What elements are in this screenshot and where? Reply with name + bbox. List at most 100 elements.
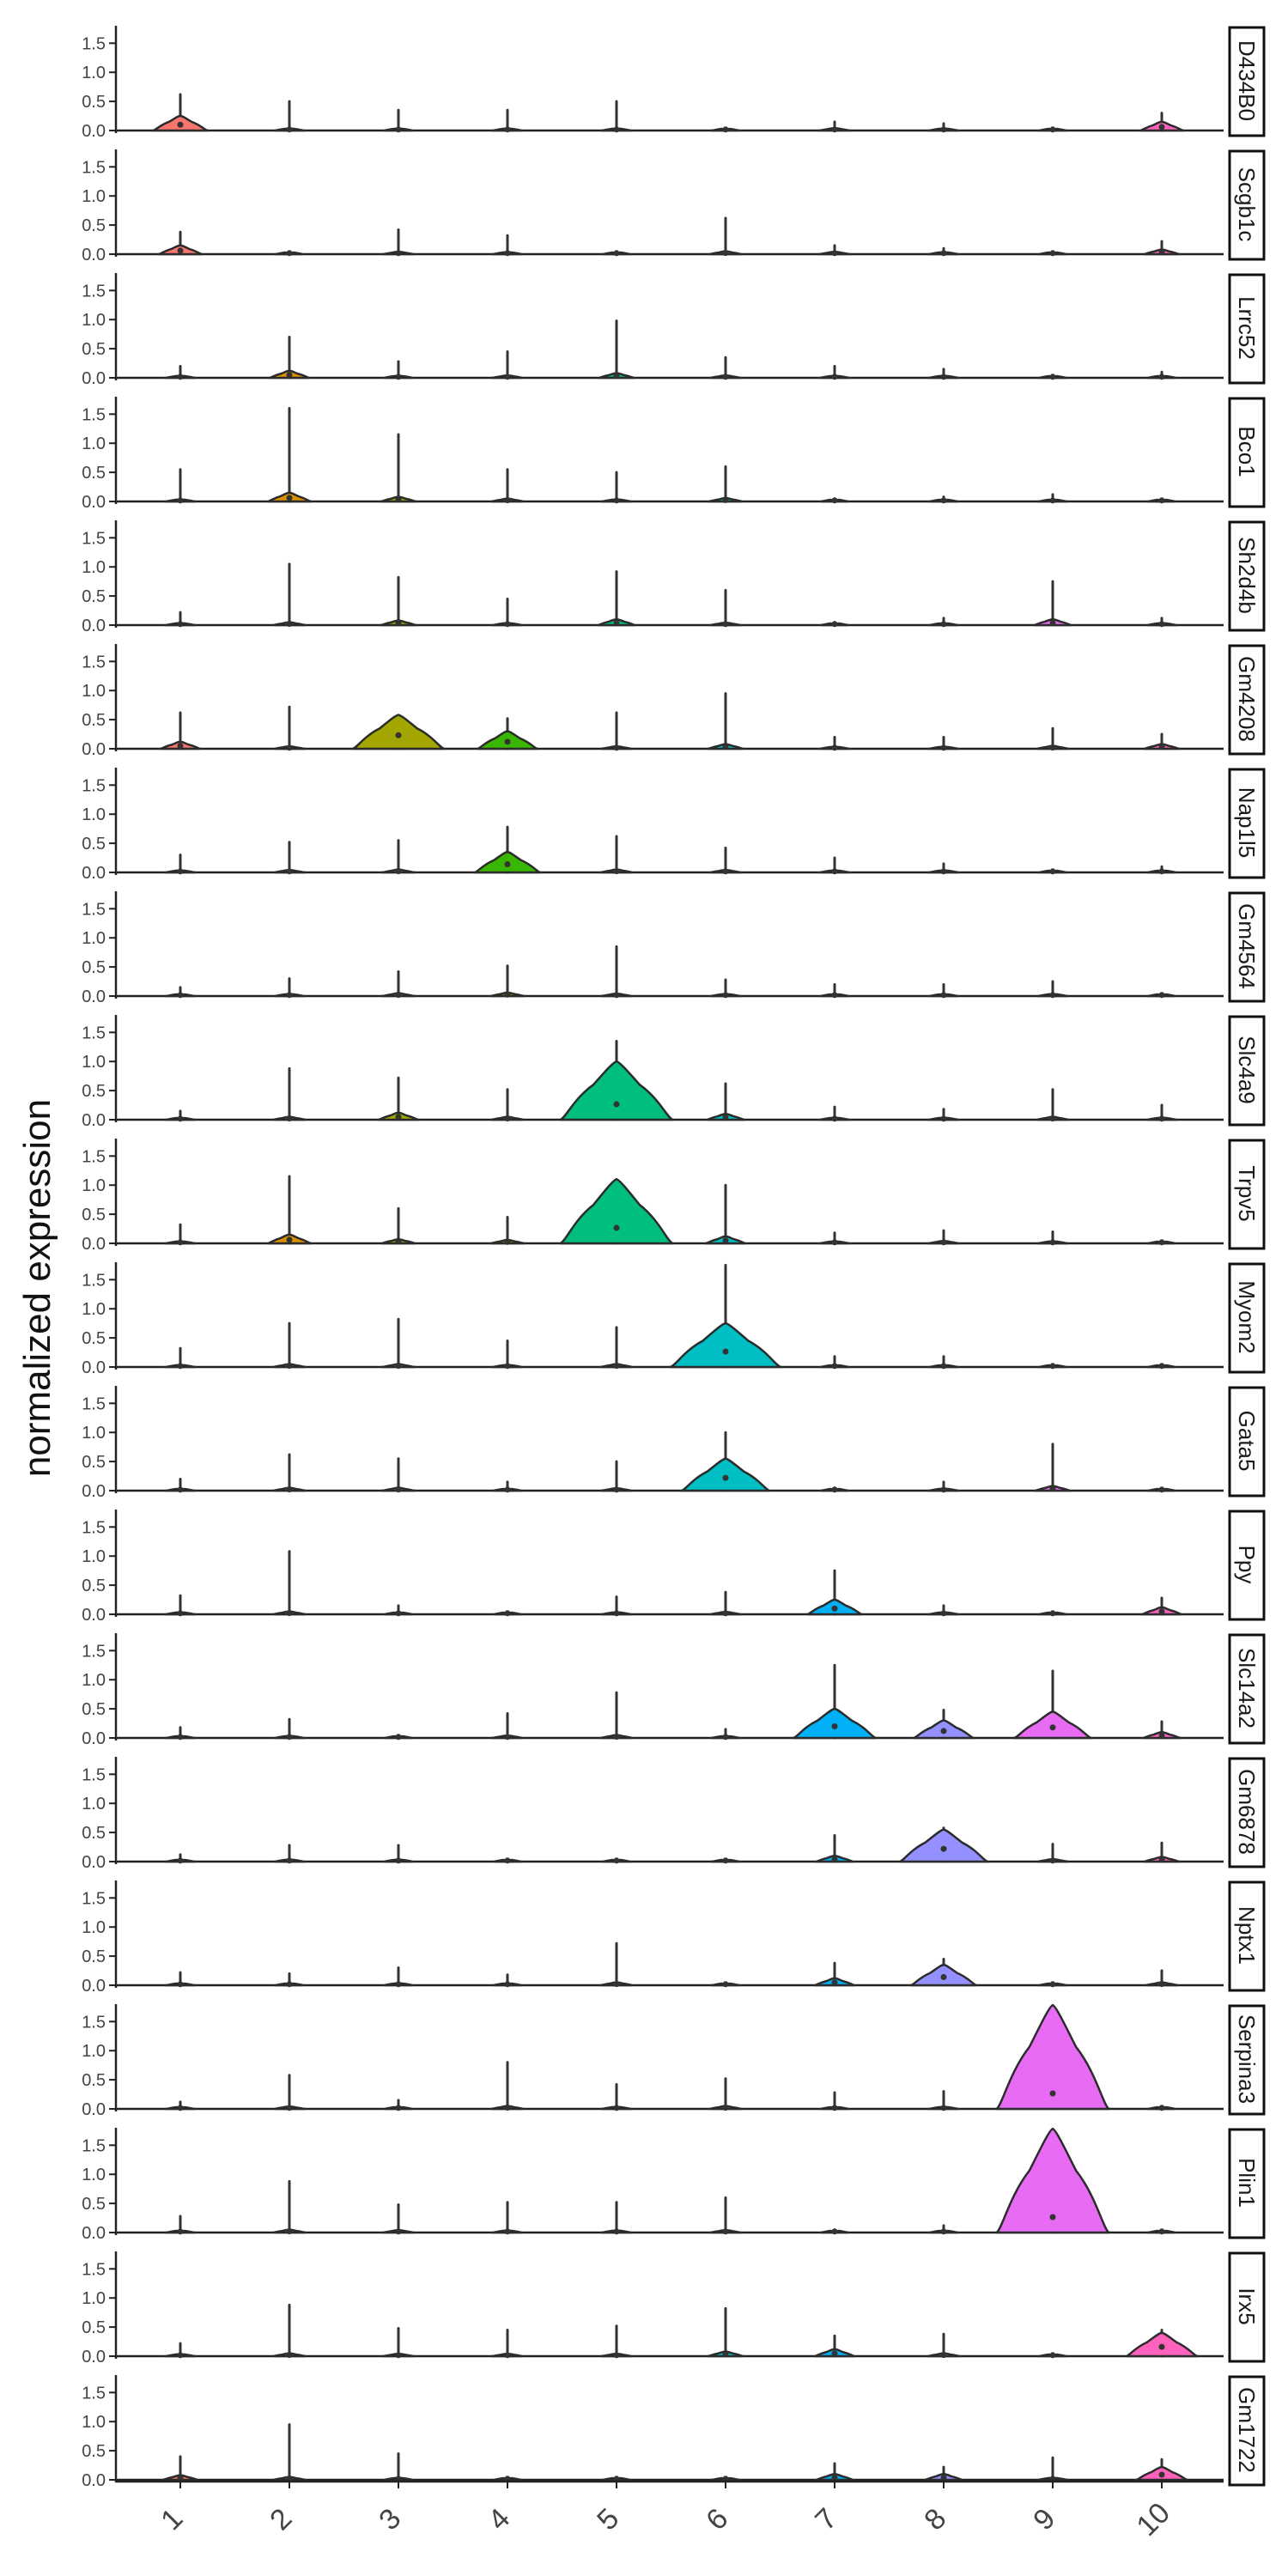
- violin-point: [1049, 744, 1056, 751]
- panel-D434B0: 0.0 0.5 1.0 1.5 D434B0: [82, 26, 1266, 141]
- violin-point: [940, 992, 947, 999]
- panel-Slc4a9: 0.0 0.5 1.0 1.5 Slc4a9: [82, 1015, 1266, 1130]
- panel-Gata5: 0.0 0.5 1.0 1.5 Gata5: [82, 1386, 1266, 1501]
- gene-label: Sh2d4b: [1234, 537, 1260, 614]
- violin-point: [395, 496, 402, 503]
- violin-point: [504, 1115, 511, 1122]
- y-tick-label: 1.0: [82, 1424, 106, 1443]
- violin-point: [1049, 2090, 1056, 2097]
- gene-label: D434B0: [1234, 40, 1260, 121]
- violin-point: [395, 2476, 402, 2482]
- y-tick-label: 1.5: [82, 1642, 106, 1661]
- violin-point: [613, 2352, 620, 2359]
- violin-point: [613, 1981, 620, 1988]
- violin-point: [613, 2476, 620, 2482]
- violin-point: [504, 1486, 511, 1493]
- gene-label: Scgb1c: [1234, 167, 1260, 242]
- gene-label: Myom2: [1234, 1280, 1260, 1353]
- violin-point: [940, 2105, 947, 2111]
- violin-point: [831, 250, 838, 257]
- y-tick-label: 0.5: [82, 1947, 106, 1966]
- y-tick-label: 0.0: [82, 1111, 106, 1130]
- violin-point: [722, 1981, 729, 1988]
- violin-point: [286, 250, 293, 257]
- violin-point: [722, 2105, 729, 2111]
- violin-point: [1158, 497, 1165, 504]
- violin-point: [613, 1734, 620, 1741]
- violin-point: [831, 868, 838, 875]
- y-tick-label: 1.5: [82, 1394, 106, 1413]
- y-tick-label: 0.0: [82, 1729, 106, 1748]
- gene-label: Lrrc52: [1234, 296, 1260, 360]
- panel-Gm6878: 0.0 0.5 1.0 1.5 Gm6878: [82, 1757, 1266, 1872]
- violin-point: [395, 1238, 402, 1245]
- y-tick-label: 1.5: [82, 653, 106, 671]
- violin-point: [286, 868, 293, 875]
- violin-point: [286, 1363, 293, 1370]
- violin-point: [831, 126, 838, 133]
- violin-point: [286, 1610, 293, 1617]
- panel-Nap1l5: 0.0 0.5 1.0 1.5 Nap1l5: [82, 768, 1266, 883]
- violin-point: [286, 1236, 293, 1243]
- violin-point: [286, 372, 293, 379]
- violin-point: [1049, 1485, 1056, 1492]
- violin-point: [1049, 2214, 1056, 2221]
- gene-label: Serpina3: [1234, 2014, 1260, 2104]
- y-tick-label: 1.5: [82, 405, 106, 424]
- violin-point: [1049, 1239, 1056, 1246]
- violin-point: [722, 1114, 729, 1121]
- violin-cluster-6: [680, 1457, 771, 1492]
- violin-point: [504, 497, 511, 504]
- y-tick-label: 1.5: [82, 776, 106, 795]
- y-tick-label: 1.5: [82, 900, 106, 919]
- violin-point: [177, 2105, 184, 2111]
- violin-point: [286, 621, 293, 628]
- violin-point: [1049, 2352, 1056, 2359]
- violin-point: [722, 2351, 729, 2358]
- panel-Slc14a2: 0.0 0.5 1.0 1.5 Slc14a2: [82, 1633, 1266, 1748]
- violin-point: [286, 1857, 293, 1864]
- strip-box: [1228, 891, 1266, 1003]
- strip-box: [1228, 2251, 1266, 2363]
- violin-point: [940, 1728, 947, 1735]
- y-tick-label: 0.5: [82, 464, 106, 483]
- violin-point: [940, 2352, 947, 2359]
- violin-point: [177, 992, 184, 999]
- y-tick-label: 1.0: [82, 64, 106, 82]
- violin-point: [831, 1856, 838, 1862]
- y-tick-label: 1.0: [82, 1671, 106, 1690]
- violin-point: [504, 1981, 511, 1988]
- violin-point: [1158, 2343, 1165, 2350]
- violin-point: [504, 250, 511, 257]
- x-tick-label: 9: [1027, 2502, 1061, 2537]
- y-tick-label: 1.5: [82, 1271, 106, 1290]
- violin-point: [177, 1115, 184, 1122]
- violin-point: [177, 1363, 184, 1370]
- violin-point: [940, 1239, 947, 1246]
- violin-point: [940, 2474, 947, 2481]
- violin-point: [395, 868, 402, 875]
- strip-box: [1228, 397, 1266, 508]
- panel-Sh2d4b: 0.0 0.5 1.0 1.5 Sh2d4b: [82, 520, 1266, 635]
- y-tick-label: 0.5: [82, 1453, 106, 1472]
- y-tick-label: 1.5: [82, 529, 106, 548]
- violin-point: [395, 1486, 402, 1493]
- y-tick-label: 1.0: [82, 929, 106, 948]
- y-tick-label: 0.5: [82, 1577, 106, 1595]
- strip-box: [1228, 273, 1266, 385]
- gene-label: Gata5: [1234, 1411, 1260, 1472]
- violin-point: [1049, 1724, 1056, 1731]
- violin-point: [722, 1474, 729, 1481]
- violin-point: [504, 1238, 511, 1245]
- violin-point: [831, 374, 838, 380]
- x-tick-label: 3: [373, 2502, 407, 2537]
- violin-point: [613, 1857, 620, 1864]
- violin-cluster-3: [351, 714, 446, 750]
- y-tick-label: 0.0: [82, 2348, 106, 2366]
- x-tick-label: 8: [918, 2502, 952, 2537]
- y-tick-label: 1.0: [82, 187, 106, 206]
- gene-label: Nap1l5: [1234, 787, 1260, 858]
- y-tick-label: 1.5: [82, 2384, 106, 2403]
- y-tick-label: 0.5: [82, 2071, 106, 2090]
- violin-point: [504, 126, 511, 133]
